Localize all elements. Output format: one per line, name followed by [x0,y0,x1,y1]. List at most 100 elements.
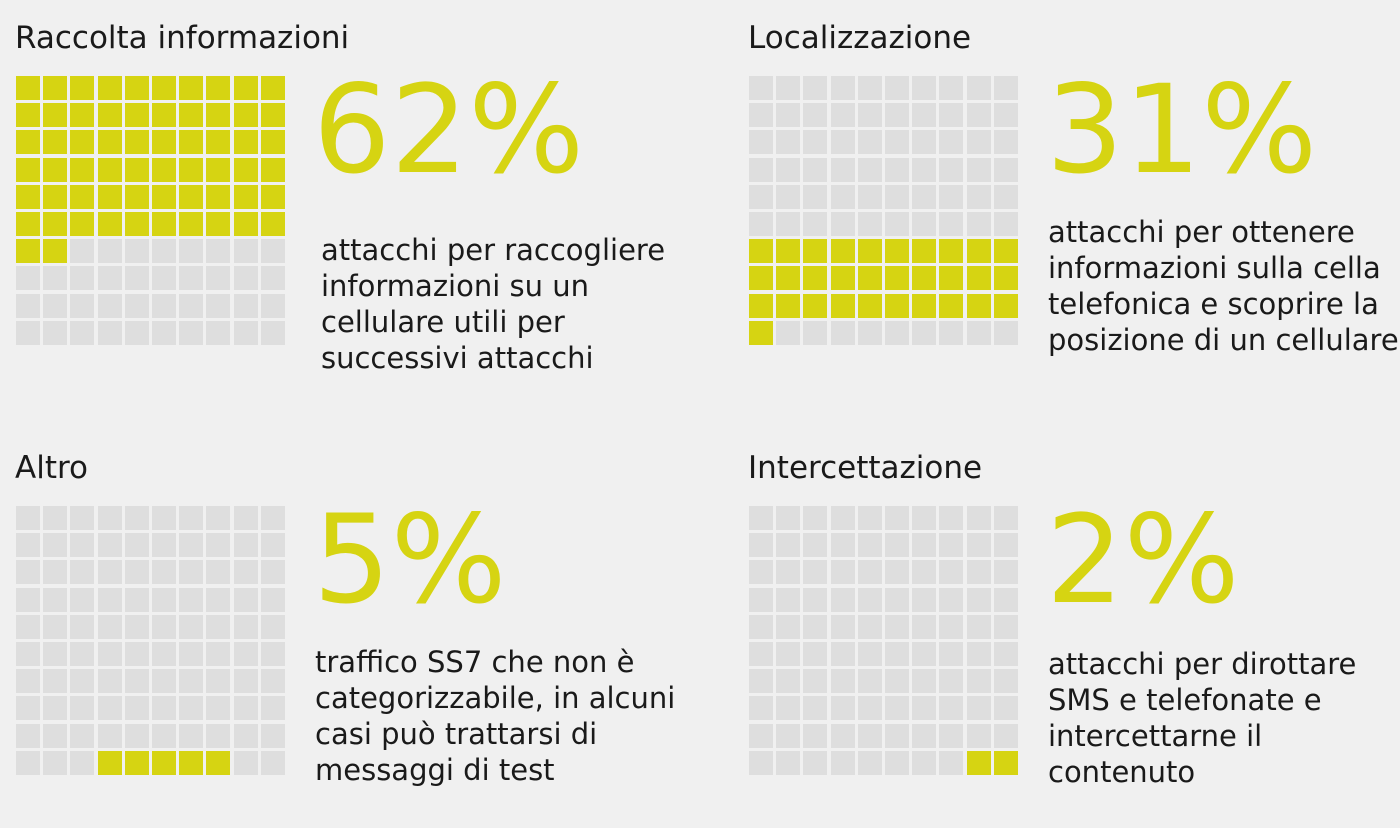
waffle-cell-empty [97,239,122,264]
waffle-cell-filled [16,239,40,264]
waffle-cell-empty [993,76,1018,100]
waffle-cell-filled [16,130,40,155]
waffle-cell-empty [233,750,258,775]
waffle-cell-empty [912,587,937,612]
waffle-cell-filled [912,239,937,264]
waffle-cell-filled [803,293,828,318]
waffle-cell-empty [97,293,122,318]
waffle-cell-empty [260,750,285,775]
waffle-cell-empty [966,642,991,666]
waffle-cell-empty [993,184,1018,209]
waffle-cell-empty [857,642,882,666]
waffle-cell-empty [939,320,964,345]
waffle-cell-empty [124,320,149,345]
waffle-cell-empty [939,130,964,155]
waffle-cell-empty [857,587,882,612]
waffle-cell-empty [233,533,258,558]
waffle-cell-empty [830,506,855,530]
waffle-cell-empty [803,533,828,558]
waffle-cell-empty [803,130,828,155]
waffle-cell-empty [857,103,882,128]
waffle-cell-empty [830,696,855,721]
waffle-cell-empty [885,614,909,639]
waffle-cell-empty [124,696,149,721]
waffle-cell-empty [124,587,149,612]
waffle-cell-empty [152,642,176,666]
chart-description: attacchi per dirottare SMS e telefonate … [1048,647,1357,789]
waffle-cell-empty [749,76,773,100]
waffle-cell-empty [260,669,285,694]
waffle-cell-filled [233,157,258,182]
percentage-value: 62% [313,59,585,201]
waffle-cell-empty [16,506,40,530]
waffle-cell-filled [124,130,149,155]
waffle-cell-filled [124,184,149,209]
waffle-cell-empty [803,76,828,100]
waffle-cell-empty [912,184,937,209]
waffle-cell-filled [152,76,176,100]
waffle-cell-filled [43,184,68,209]
waffle-cell-empty [152,560,176,585]
waffle-cell-filled [749,266,773,291]
waffle-cell-filled [16,212,40,236]
waffle-cell-empty [885,157,909,182]
waffle-cell-empty [97,723,122,748]
waffle-cell-empty [993,320,1018,345]
waffle-cell-filled [857,239,882,264]
waffle-cell-empty [803,103,828,128]
waffle-cell-empty [912,560,937,585]
waffle-cell-filled [233,184,258,209]
waffle-cell-empty [912,533,937,558]
waffle-cell-empty [993,587,1018,612]
waffle-cell-empty [966,696,991,721]
waffle-cell-empty [152,669,176,694]
waffle-cell-empty [939,103,964,128]
waffle-cell-empty [233,320,258,345]
waffle-cell-empty [97,560,122,585]
waffle-cell-filled [179,212,204,236]
waffle-cell-filled [179,103,204,128]
waffle-cell-empty [70,723,95,748]
waffle-cell-empty [206,320,231,345]
waffle-cell-empty [885,669,909,694]
waffle-cell-empty [179,320,204,345]
percentage-value: 2% [1046,489,1240,631]
chart-description: attacchi per raccogliere informazioni su… [321,233,666,375]
waffle-cell-empty [966,320,991,345]
waffle-cell-filled [885,293,909,318]
waffle-cell-empty [857,506,882,530]
waffle-cell-empty [16,696,40,721]
waffle-cell-empty [803,320,828,345]
waffle-cell-empty [993,157,1018,182]
waffle-cell-empty [993,560,1018,585]
waffle-cell-empty [260,696,285,721]
waffle-cell-empty [857,669,882,694]
waffle-cell-empty [124,723,149,748]
waffle-cell-empty [124,614,149,639]
waffle-cell-empty [233,266,258,291]
waffle-cell-filled [993,293,1018,318]
waffle-cell-empty [260,723,285,748]
waffle-cell-empty [939,750,964,775]
waffle-cell-empty [776,750,801,775]
waffle-cell-empty [97,669,122,694]
waffle-grid [749,76,1019,356]
waffle-cell-filled [206,184,231,209]
waffle-cell-empty [70,560,95,585]
waffle-cell-filled [206,130,231,155]
waffle-cell-filled [260,157,285,182]
waffle-cell-empty [233,669,258,694]
waffle-cell-empty [857,750,882,775]
waffle-cell-empty [260,239,285,264]
waffle-cell-empty [43,696,68,721]
waffle-cell-empty [70,696,95,721]
waffle-cell-empty [124,506,149,530]
percentage-value: 5% [313,489,507,631]
waffle-cell-empty [260,293,285,318]
waffle-cell-empty [43,293,68,318]
chart-title: Raccolta informazioni [15,20,350,56]
waffle-cell-empty [43,750,68,775]
waffle-cell-filled [97,103,122,128]
waffle-cell-filled [97,212,122,236]
waffle-cell-empty [776,320,801,345]
